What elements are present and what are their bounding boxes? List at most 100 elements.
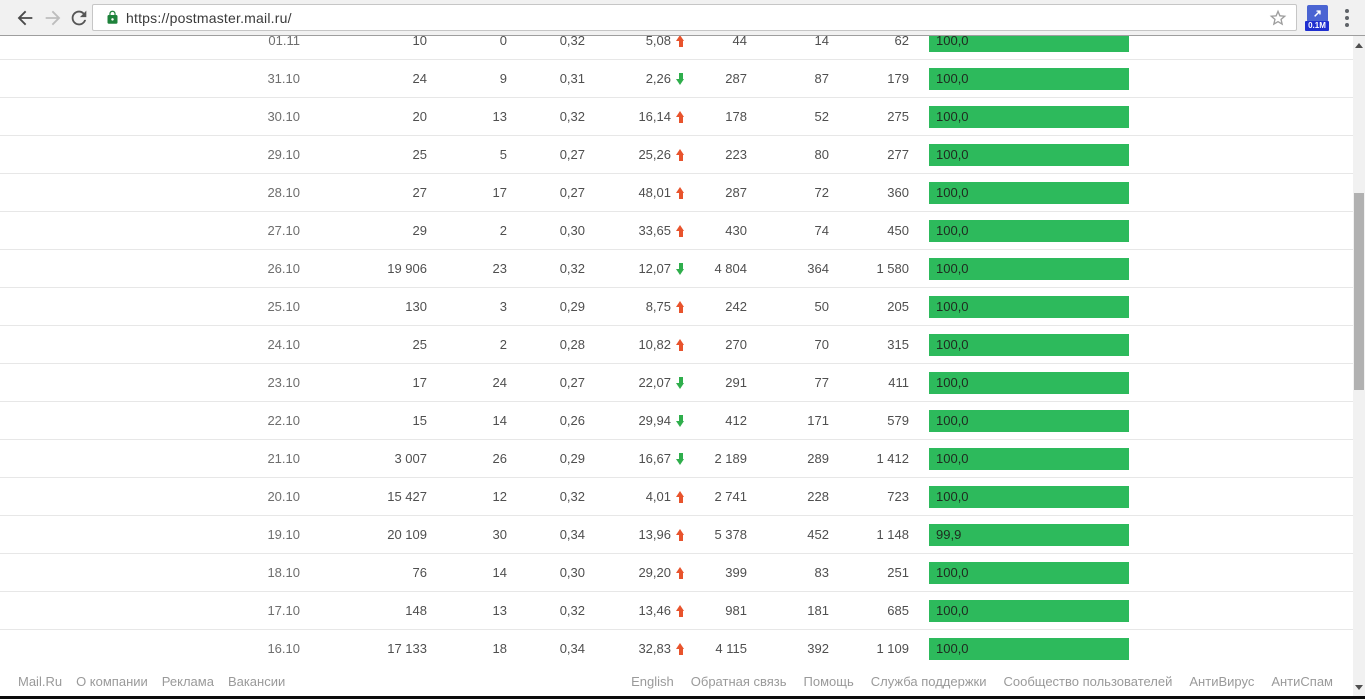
value-cell: 0,28 — [559, 337, 585, 352]
trend-down-icon — [676, 414, 685, 427]
percent-change-cell: 16,67 — [585, 451, 685, 466]
footer-link[interactable]: Служба поддержки — [870, 674, 987, 689]
bookmark-star-button[interactable] — [1268, 8, 1288, 28]
percent-change-cell: 16,14 — [585, 109, 685, 124]
percent-change-cell: 2,26 — [585, 71, 685, 86]
trend-up-icon — [676, 186, 685, 199]
footer-link[interactable]: Обратная связь — [690, 674, 787, 689]
progress-bar: 100,0 — [929, 105, 1129, 128]
value-cell: 5 378 — [714, 527, 747, 542]
triangle-down-icon — [1355, 684, 1363, 690]
progress-bar: 100,0 — [929, 181, 1129, 204]
rate-bar-cell: 100,0 — [929, 599, 1129, 622]
trend-down-icon — [676, 262, 685, 275]
table-row: 22.10 15 14 0,26 29,94 412 171 579 100,0 — [0, 402, 1353, 440]
bar-value-label: 100,0 — [936, 337, 969, 352]
value-cell: 3 007 — [394, 451, 427, 466]
value-cell: 20 109 — [387, 527, 427, 542]
value-cell: 223 — [725, 147, 747, 162]
trend-up-icon — [676, 490, 685, 503]
value-cell: 242 — [725, 299, 747, 314]
value-cell: 1 580 — [876, 261, 909, 276]
date-cell: 29.10 — [267, 147, 300, 162]
reload-button[interactable] — [68, 7, 90, 29]
browser-menu-button[interactable] — [1337, 7, 1357, 29]
scrollbar-thumb[interactable] — [1354, 193, 1364, 390]
rate-bar-cell: 100,0 — [929, 485, 1129, 508]
date-cell: 25.10 — [267, 299, 300, 314]
bar-value-label: 100,0 — [936, 109, 969, 124]
percent-change-cell: 13,46 — [585, 603, 685, 618]
footer-link[interactable]: English — [631, 674, 674, 689]
value-cell: 72 — [814, 185, 829, 200]
value-cell: 62 — [894, 36, 909, 48]
percent-change-cell: 10,82 — [585, 337, 685, 352]
footer-link[interactable]: Вакансии — [227, 674, 286, 689]
table-row: 18.10 76 14 0,30 29,20 399 83 251 100,0 — [0, 554, 1353, 592]
url-text[interactable]: https://postmaster.mail.ru/ — [126, 9, 292, 26]
value-cell: 25 — [412, 337, 427, 352]
table-row: 21.10 3 007 26 0,29 16,67 2 189 289 1 41… — [0, 440, 1353, 478]
forward-button[interactable] — [42, 7, 64, 29]
trend-up-icon — [676, 148, 685, 161]
value-cell: 0,27 — [559, 147, 585, 162]
address-bar[interactable]: https://postmaster.mail.ru/ — [92, 4, 1297, 31]
progress-bar: 100,0 — [929, 637, 1129, 660]
value-cell: 360 — [887, 185, 909, 200]
value-cell: 275 — [887, 109, 909, 124]
value-cell: 17 — [412, 375, 427, 390]
value-cell: 0,34 — [559, 527, 585, 542]
footer-link[interactable]: Сообщество пользователей — [1003, 674, 1173, 689]
footer-link[interactable]: Реклама — [161, 674, 214, 689]
value-cell: 287 — [725, 71, 747, 86]
table-row: 17.10 148 13 0,32 13,46 981 181 685 100,… — [0, 592, 1353, 630]
footer-link[interactable]: О компании — [76, 674, 148, 689]
value-cell: 2 189 — [714, 451, 747, 466]
value-cell: 5 — [499, 147, 507, 162]
value-cell: 287 — [725, 185, 747, 200]
progress-bar: 100,0 — [929, 36, 1129, 52]
value-cell: 20 — [412, 109, 427, 124]
value-cell: 0,30 — [559, 565, 585, 580]
bar-value-label: 99,9 — [936, 527, 962, 542]
value-cell: 0,26 — [559, 413, 585, 428]
percent-change-cell: 8,75 — [585, 299, 685, 314]
rank-extension-button[interactable]: 0.1M — [1305, 4, 1329, 32]
progress-bar: 100,0 — [929, 599, 1129, 622]
value-cell: 277 — [887, 147, 909, 162]
bar-value-label: 100,0 — [936, 147, 969, 162]
value-cell: 19 906 — [387, 261, 427, 276]
footer-link[interactable]: АнтиСпам — [1271, 674, 1333, 689]
progress-bar: 100,0 — [929, 67, 1129, 90]
date-cell: 16.10 — [267, 641, 300, 656]
value-cell: 291 — [725, 375, 747, 390]
value-cell: 24 — [492, 375, 507, 390]
value-cell: 14 — [492, 565, 507, 580]
value-cell: 179 — [887, 71, 909, 86]
trend-up-icon — [676, 528, 685, 541]
value-cell: 0,32 — [559, 109, 585, 124]
footer-link[interactable]: Mail.Ru — [18, 674, 63, 689]
scrollbar-down-button[interactable] — [1353, 681, 1365, 693]
browser-toolbar: https://postmaster.mail.ru/ 0.1M — [0, 0, 1365, 36]
value-cell: 579 — [887, 413, 909, 428]
value-cell: 2 — [499, 223, 507, 238]
value-cell: 289 — [807, 451, 829, 466]
trend-down-icon — [676, 72, 685, 85]
footer-link[interactable]: Помощь — [803, 674, 854, 689]
value-cell: 26 — [492, 451, 507, 466]
value-cell: 981 — [725, 603, 747, 618]
value-cell: 315 — [887, 337, 909, 352]
percent-change-cell: 12,07 — [585, 261, 685, 276]
footer-link[interactable]: АнтиВирус — [1189, 674, 1255, 689]
scrollbar-up-button[interactable] — [1353, 39, 1365, 51]
value-cell: 0,27 — [559, 375, 585, 390]
trend-up-icon — [676, 338, 685, 351]
date-cell: 31.10 — [267, 71, 300, 86]
scrollbar[interactable] — [1353, 36, 1365, 696]
rate-bar-cell: 100,0 — [929, 637, 1129, 660]
rate-bar-cell: 100,0 — [929, 409, 1129, 432]
back-button[interactable] — [14, 7, 36, 29]
value-cell: 251 — [887, 565, 909, 580]
